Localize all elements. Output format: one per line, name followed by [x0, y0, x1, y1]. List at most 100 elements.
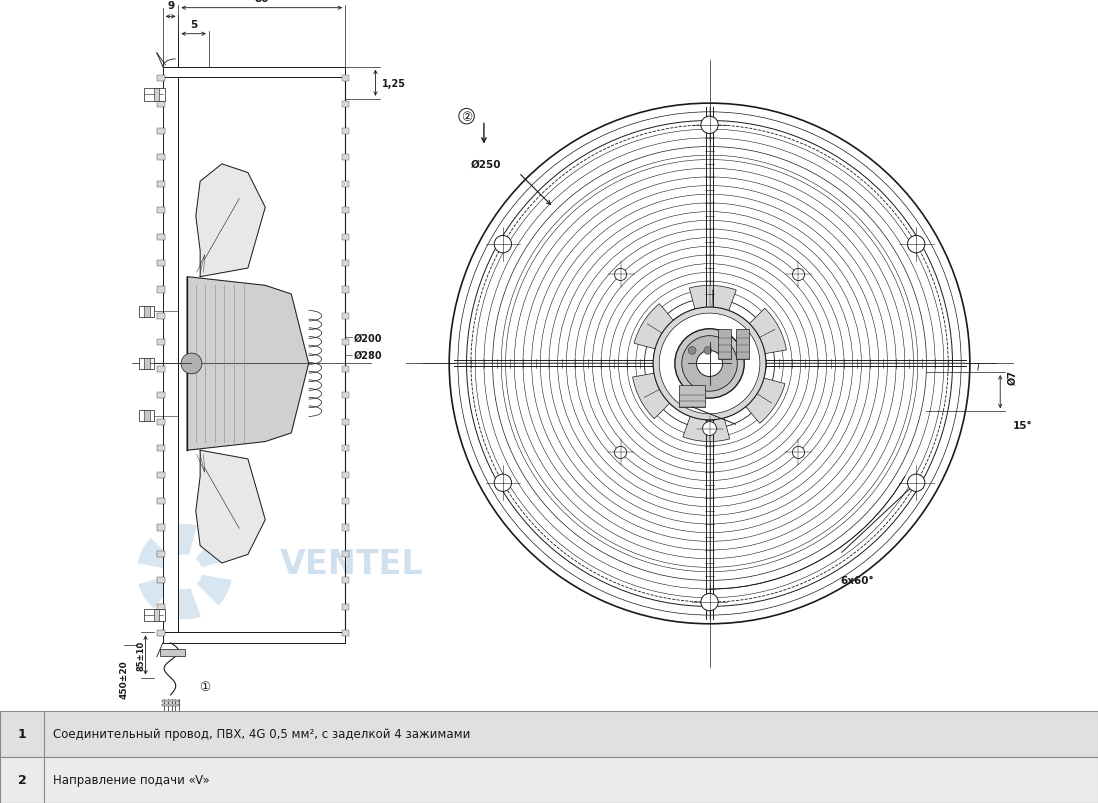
Text: Ø7: Ø7: [1007, 369, 1017, 385]
Bar: [157, 313, 165, 320]
Bar: [154, 89, 159, 101]
Bar: [341, 155, 348, 161]
Bar: [341, 419, 348, 426]
Bar: [138, 359, 154, 369]
Bar: [144, 307, 149, 317]
Bar: [144, 359, 149, 369]
Bar: [341, 340, 348, 346]
Bar: [680, 385, 705, 407]
Bar: [157, 155, 165, 161]
Bar: [144, 609, 165, 622]
Bar: [157, 261, 165, 267]
Bar: [157, 525, 165, 531]
Bar: [341, 630, 348, 637]
Polygon shape: [195, 450, 266, 564]
Bar: [157, 366, 165, 373]
Bar: [341, 472, 348, 478]
Wedge shape: [197, 575, 232, 605]
Wedge shape: [137, 538, 172, 569]
Bar: [157, 499, 165, 504]
Bar: [341, 525, 348, 531]
Circle shape: [181, 353, 202, 374]
Bar: [138, 411, 154, 422]
Bar: [157, 75, 165, 82]
Text: Ø200: Ø200: [354, 333, 382, 343]
Bar: [138, 307, 154, 317]
Circle shape: [704, 347, 712, 355]
Text: 450±20: 450±20: [120, 660, 128, 699]
Wedge shape: [683, 393, 730, 442]
Polygon shape: [195, 165, 266, 277]
Bar: [160, 649, 184, 656]
Circle shape: [793, 446, 805, 459]
Bar: [157, 472, 165, 478]
Bar: [341, 75, 348, 82]
Bar: [341, 446, 348, 451]
Bar: [341, 393, 348, 399]
Wedge shape: [172, 589, 201, 620]
Text: ②: ②: [461, 111, 472, 124]
Wedge shape: [168, 524, 197, 556]
Bar: [341, 102, 348, 108]
Bar: [157, 604, 165, 610]
Circle shape: [703, 422, 717, 436]
Bar: [718, 329, 731, 360]
Bar: [157, 630, 165, 637]
Bar: [157, 181, 165, 188]
Text: 15°: 15°: [1013, 420, 1033, 430]
Text: 2: 2: [18, 773, 26, 786]
Bar: [163, 633, 345, 643]
Text: 1: 1: [18, 728, 26, 740]
Bar: [341, 604, 348, 610]
Text: 5: 5: [190, 20, 198, 31]
Circle shape: [908, 475, 925, 491]
Bar: [341, 181, 348, 188]
Text: VENTEL: VENTEL: [280, 547, 424, 580]
Text: 1,25: 1,25: [382, 79, 406, 88]
Bar: [157, 287, 165, 293]
Circle shape: [688, 347, 696, 355]
Wedge shape: [632, 369, 688, 419]
Bar: [157, 128, 165, 135]
Text: 85±10: 85±10: [136, 640, 146, 671]
Circle shape: [682, 336, 737, 392]
Bar: [163, 704, 179, 707]
Bar: [144, 89, 165, 101]
Circle shape: [696, 351, 722, 377]
Bar: [154, 609, 159, 622]
Bar: [157, 551, 165, 557]
Text: Направление подачи «V»: Направление подачи «V»: [53, 773, 210, 786]
Bar: [341, 208, 348, 214]
Circle shape: [494, 236, 512, 254]
Bar: [157, 340, 165, 346]
Bar: [341, 261, 348, 267]
Bar: [157, 446, 165, 451]
Circle shape: [615, 446, 627, 459]
Circle shape: [701, 593, 718, 611]
Bar: [736, 329, 749, 360]
Bar: [0, 711, 1098, 756]
Wedge shape: [729, 372, 785, 424]
Bar: [157, 102, 165, 108]
Bar: [157, 208, 165, 214]
Bar: [341, 287, 348, 293]
Bar: [163, 67, 345, 78]
Circle shape: [793, 269, 805, 281]
Text: Ø250: Ø250: [471, 160, 502, 169]
Text: 80: 80: [255, 0, 269, 4]
Circle shape: [701, 117, 718, 134]
Bar: [341, 577, 348, 584]
Bar: [341, 234, 348, 240]
Circle shape: [494, 475, 512, 491]
Bar: [144, 411, 149, 422]
Text: Ø280: Ø280: [354, 350, 382, 361]
Bar: [157, 577, 165, 584]
Bar: [164, 711, 181, 715]
Bar: [341, 128, 348, 135]
Bar: [675, 320, 744, 407]
Bar: [341, 551, 348, 557]
Text: ①: ①: [199, 680, 210, 693]
Bar: [157, 419, 165, 426]
Circle shape: [675, 329, 744, 398]
Bar: [341, 313, 348, 320]
